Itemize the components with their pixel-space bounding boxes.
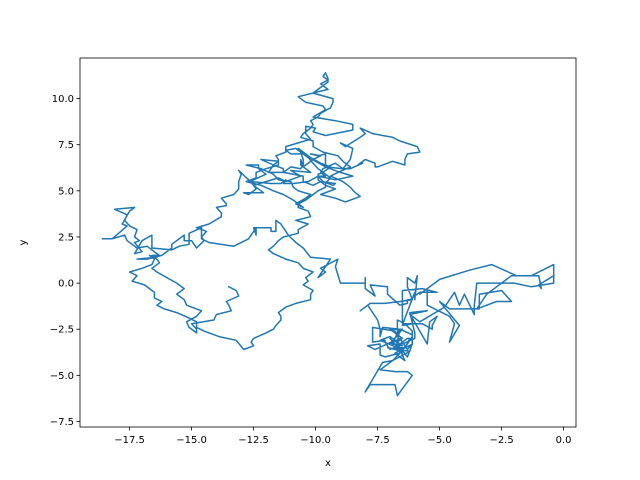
y-tick-label: 10.0 [52, 94, 74, 105]
y-tick-label: 0.0 [58, 279, 74, 290]
x-tick-label: 0.0 [556, 435, 572, 446]
y-axis: −7.5 −5.0 −2.5 0.0 2.5 5.0 7.5 10.0 [50, 94, 80, 428]
x-axis: −17.5 −15.0 −12.5 −10.0 −7.5 −5.0 −2.5 0.0 [114, 427, 572, 446]
x-tick-label: −15.0 [176, 435, 207, 446]
x-tick-label: −5.0 [427, 435, 451, 446]
y-tick-label: −5.0 [50, 371, 74, 382]
x-axis-label: x [325, 458, 331, 469]
plot-area [101, 72, 555, 397]
y-tick-label: 7.5 [58, 140, 74, 151]
y-tick-label: 5.0 [58, 186, 74, 197]
y-tick-label: −2.5 [50, 325, 74, 336]
y-tick-label: 2.5 [58, 232, 74, 243]
x-tick-label: −12.5 [238, 435, 269, 446]
y-axis-label: y [18, 239, 29, 245]
x-tick-label: −7.5 [365, 435, 389, 446]
x-tick-label: −17.5 [114, 435, 145, 446]
series-line [101, 72, 555, 397]
axes-frame [79, 57, 577, 428]
x-tick-label: −2.5 [489, 435, 513, 446]
x-tick-label: −10.0 [300, 435, 331, 446]
y-tick-label: −7.5 [50, 417, 74, 428]
